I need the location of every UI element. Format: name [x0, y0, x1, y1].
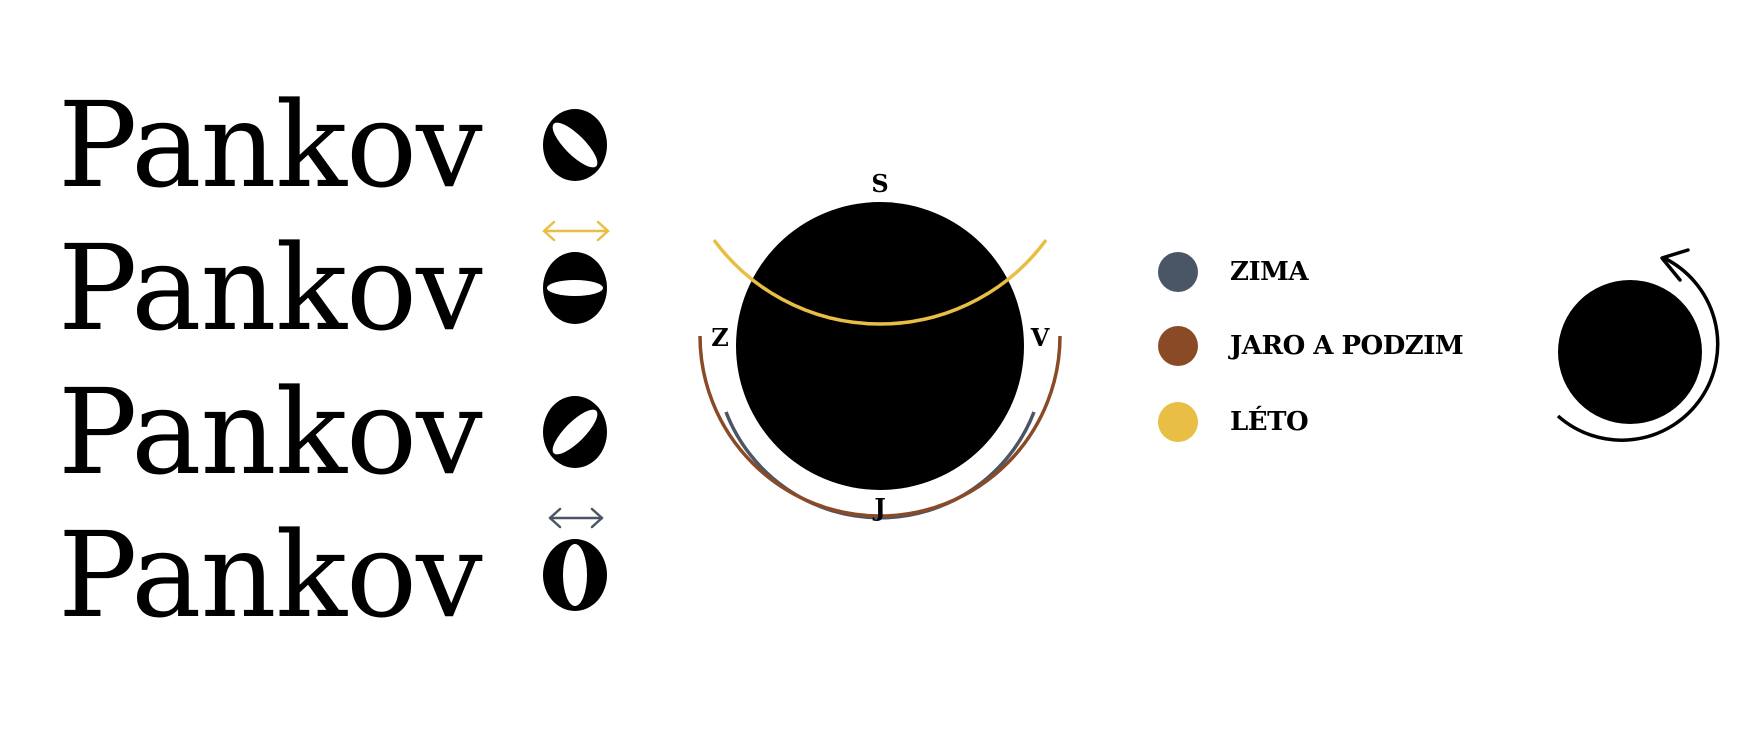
logo-row-horizontal: Pankov [58, 219, 610, 357]
logo-word: Pankov [58, 363, 483, 501]
logo-o-tilt-left-icon [543, 396, 607, 468]
winter-arc [724, 411, 1036, 520]
legend-label: ZIMA [1230, 257, 1309, 287]
sun-path-diagram: S V J Z [698, 169, 1062, 522]
double-arrow-horizontal-icon [548, 507, 604, 529]
logo-o-horizontal-icon [543, 252, 607, 324]
legend-item-spring-autumn: JARO A PODZIM [1158, 324, 1478, 368]
north-label: S [871, 169, 888, 198]
rotation-disc [1558, 280, 1702, 424]
legend-dot [1158, 402, 1198, 442]
legend-label: LÉTO [1230, 407, 1309, 437]
legend-item-winter: ZIMA [1158, 250, 1478, 294]
summer-arc [712, 238, 1048, 326]
building-disc [736, 202, 1024, 490]
legend-item-summer: LÉTO [1158, 400, 1478, 444]
double-arrow-horizontal-icon [542, 220, 610, 242]
logo-o-tilt-right-icon [543, 109, 607, 181]
east-label: V [1030, 323, 1050, 352]
logo-row-vertical: Pankov [58, 506, 607, 644]
legend-dot [1158, 326, 1198, 366]
south-label: J [872, 493, 885, 522]
logo-word: Pankov [58, 506, 483, 644]
rotation-arrow-icon [1556, 248, 1720, 442]
logo-o-vertical-icon [543, 539, 607, 611]
spring-autumn-arc [698, 335, 1062, 518]
logo-word: Pankov [58, 219, 483, 357]
logo-word: Pankov [58, 76, 483, 214]
logo-row-tilt-left: Pankov [58, 363, 607, 501]
logo-row-tilt-right: Pankov [58, 76, 607, 214]
legend-dot [1158, 252, 1198, 292]
west-label: Z [711, 323, 729, 352]
legend-label: JARO A PODZIM [1230, 331, 1464, 361]
rotation-arc [1556, 256, 1720, 442]
rotation-arrowhead [1660, 248, 1690, 282]
